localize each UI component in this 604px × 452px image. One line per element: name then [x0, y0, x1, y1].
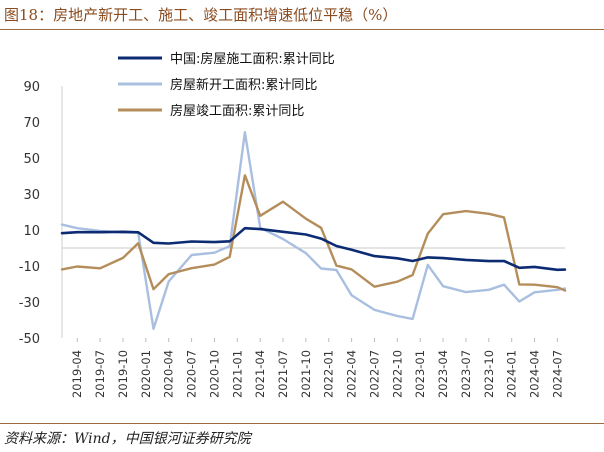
x-tick-label: 2019-04	[70, 350, 84, 398]
x-tick-label: 2021-10	[299, 350, 313, 398]
figure-title: 图18：房地产新开工、施工、竣工面积增速低位平稳（%）	[4, 6, 398, 24]
y-tick-label: 90	[23, 80, 40, 95]
x-tick-label: 2020-10	[207, 350, 221, 398]
x-tick-label: 2024-07	[550, 350, 564, 398]
source-note: 资料来源：Wind，中国银河证券研究院	[4, 431, 251, 447]
x-axis: 2019-04 2019-07 2019-10 2020-01 2020-04 2020-…	[70, 338, 564, 398]
legend-label: 房屋新开工面积:累计同比	[170, 77, 317, 93]
series-line-2	[60, 131, 567, 330]
y-tick-label: 50	[23, 152, 40, 167]
legend-label: 房屋竣工面积:累计同比	[170, 103, 304, 119]
x-tick-label: 2020-07	[185, 350, 199, 398]
x-tick-label: 2023-07	[459, 350, 473, 398]
title-divider	[0, 29, 604, 30]
y-tick-label: 30	[23, 188, 40, 203]
y-tick-label: -10	[19, 260, 40, 275]
x-tick-label: 2024-01	[505, 350, 519, 398]
y-tick-label: -50	[19, 332, 40, 347]
series-line-1	[60, 226, 567, 272]
x-tick-label: 2022-07	[367, 350, 381, 398]
x-tick-label: 2021-01	[230, 350, 244, 398]
x-tick-label: 2020-01	[139, 350, 153, 398]
y-tick-label: 10	[23, 224, 40, 239]
x-tick-label: 2024-04	[528, 350, 542, 398]
y-tick-label: 70	[23, 116, 40, 131]
footer-divider	[0, 423, 604, 424]
series-layer	[60, 131, 567, 330]
legend-label: 中国:房屋施工面积:累计同比	[170, 51, 335, 67]
x-tick-label: 2023-04	[436, 350, 450, 398]
x-tick-label: 2021-04	[253, 350, 267, 398]
x-tick-label: 2019-07	[93, 350, 107, 398]
y-tick-label: -30	[19, 296, 40, 311]
header: 图18：房地产新开工、施工、竣工面积增速低位平稳（%）	[0, 0, 604, 30]
x-tick-label: 2022-10	[390, 350, 404, 398]
x-tick-label: 2023-10	[482, 350, 496, 398]
x-tick-label: 2023-01	[413, 350, 427, 398]
x-tick-label: 2019-10	[116, 350, 130, 398]
x-tick-label: 2022-04	[345, 350, 359, 398]
y-axis: 90 70 50 30 10 -10 -30 -50	[19, 80, 565, 347]
x-tick-label: 2020-04	[162, 350, 176, 398]
x-tick-label: 2021-07	[276, 350, 290, 398]
x-tick-label: 2022-01	[322, 350, 336, 398]
series-line-3	[60, 174, 567, 292]
